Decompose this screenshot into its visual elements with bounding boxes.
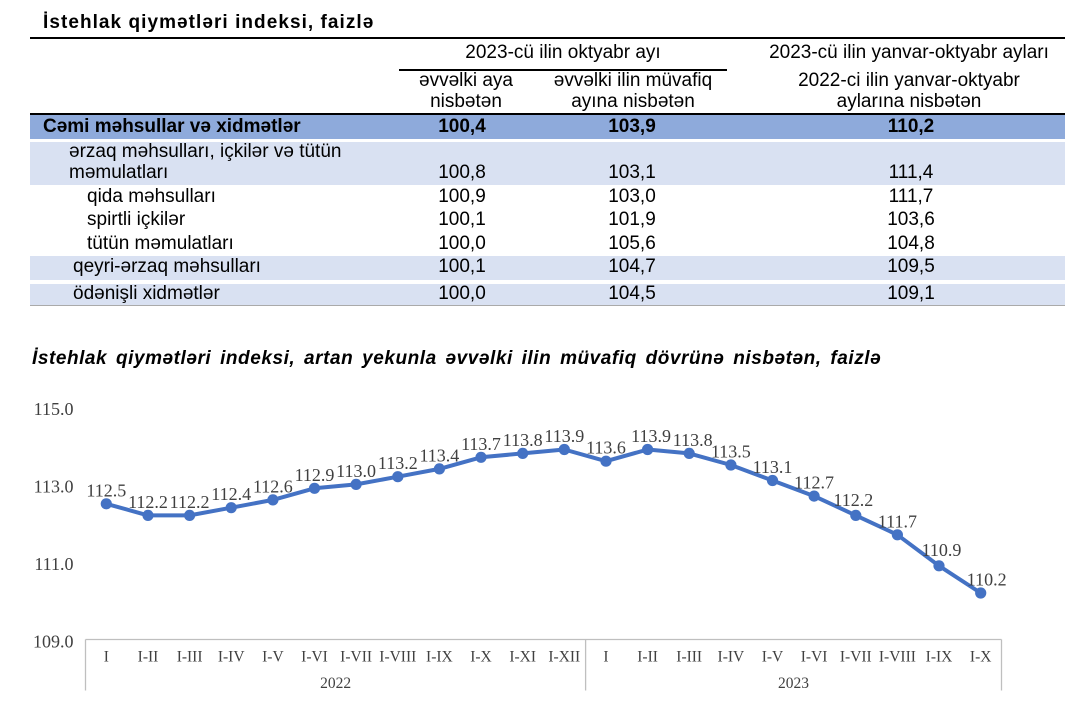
- svg-text:I: I: [104, 649, 109, 666]
- svg-text:111.7: 111.7: [878, 511, 917, 531]
- svg-text:I-X: I-X: [470, 649, 492, 666]
- svg-text:I: I: [603, 649, 608, 666]
- svg-text:113.6: 113.6: [586, 438, 626, 458]
- svg-text:112.9: 112.9: [295, 465, 335, 485]
- svg-text:115.0: 115.0: [34, 399, 74, 419]
- svg-text:113.9: 113.9: [631, 426, 671, 446]
- svg-text:113.0: 113.0: [336, 461, 376, 481]
- svg-text:112.4: 112.4: [211, 484, 251, 504]
- svg-text:113.0: 113.0: [34, 476, 74, 496]
- svg-text:I-V: I-V: [762, 649, 784, 666]
- svg-text:I-VII: I-VII: [340, 649, 372, 666]
- svg-text:I-VIII: I-VIII: [879, 649, 916, 666]
- svg-text:I-III: I-III: [177, 649, 203, 666]
- svg-text:I-II: I-II: [637, 649, 658, 666]
- svg-text:I-VIII: I-VIII: [379, 649, 416, 666]
- svg-text:109.0: 109.0: [33, 632, 74, 652]
- svg-text:113.7: 113.7: [461, 434, 501, 454]
- svg-text:113.5: 113.5: [711, 442, 751, 462]
- svg-text:I-V: I-V: [262, 649, 284, 666]
- svg-text:I-IV: I-IV: [218, 649, 245, 666]
- svg-text:I-IV: I-IV: [718, 649, 745, 666]
- svg-text:I-II: I-II: [138, 649, 159, 666]
- svg-text:I-XI: I-XI: [509, 649, 536, 666]
- svg-text:113.9: 113.9: [544, 426, 584, 446]
- svg-text:112.2: 112.2: [128, 492, 168, 512]
- svg-text:110.2: 110.2: [967, 570, 1007, 590]
- svg-text:112.2: 112.2: [170, 492, 210, 512]
- svg-text:112.5: 112.5: [86, 480, 126, 500]
- svg-text:I-VI: I-VI: [801, 649, 828, 666]
- svg-text:113.4: 113.4: [419, 445, 459, 465]
- svg-text:112.6: 112.6: [253, 476, 293, 496]
- svg-text:I-IX: I-IX: [426, 649, 453, 666]
- svg-text:I-X: I-X: [970, 649, 992, 666]
- svg-text:I-VI: I-VI: [301, 649, 328, 666]
- svg-text:110.9: 110.9: [922, 540, 962, 560]
- svg-text:112.2: 112.2: [833, 490, 873, 510]
- svg-text:I-VII: I-VII: [840, 649, 872, 666]
- svg-text:I-IX: I-IX: [926, 649, 953, 666]
- svg-text:113.8: 113.8: [503, 430, 543, 450]
- svg-text:113.8: 113.8: [673, 430, 713, 450]
- svg-text:I-III: I-III: [676, 649, 702, 666]
- svg-text:111.0: 111.0: [34, 554, 73, 574]
- svg-text:2022: 2022: [320, 675, 351, 692]
- svg-text:2023: 2023: [778, 675, 809, 692]
- svg-text:113.2: 113.2: [378, 453, 418, 473]
- svg-text:112.7: 112.7: [794, 473, 834, 493]
- svg-text:113.1: 113.1: [753, 457, 793, 477]
- svg-text:I-XII: I-XII: [548, 649, 580, 666]
